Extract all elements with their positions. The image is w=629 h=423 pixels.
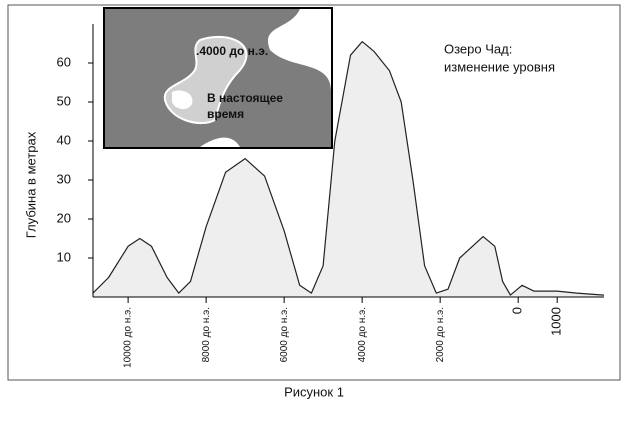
x-tick-label: 2000 до н.э.	[435, 307, 446, 362]
y-tick-label: 50	[57, 93, 71, 108]
chart-title: Озеро Чад:	[444, 41, 512, 56]
lake-present	[172, 90, 193, 110]
area-line	[92, 41, 605, 296]
inset-label: В настоящее	[207, 91, 283, 105]
inset-label: время	[207, 107, 244, 121]
x-tick-label: 4000 до н.э.	[357, 307, 368, 362]
caption: Рисунок 1	[284, 384, 344, 399]
x-tick-label: 1000	[549, 307, 564, 336]
inset-map: .4000 до н.э. В настоящее время	[103, 7, 333, 149]
x-tick-label: 8000 до н.э.	[201, 307, 212, 362]
chart-title: изменение уровня	[444, 59, 555, 74]
y-tick-label: 40	[57, 132, 71, 147]
y-tick-label: 60	[57, 54, 71, 69]
y-tick-label: 20	[57, 210, 71, 225]
y-tick-label: 10	[57, 249, 71, 264]
y-axis-label: Глубина в метрах	[23, 131, 38, 238]
inset-label: .4000 до н.э.	[196, 44, 268, 58]
plot: 10 20 30 40 50 60 10000 до н.э. 8000 до н.э. 600…	[57, 24, 605, 368]
x-tick-label: 0	[510, 307, 525, 314]
x-tick-label: 10000 до н.э.	[123, 307, 134, 368]
x-tick-label: 6000 до н.э.	[279, 307, 290, 362]
y-tick-label: 30	[57, 171, 71, 186]
area-fill	[93, 41, 604, 297]
